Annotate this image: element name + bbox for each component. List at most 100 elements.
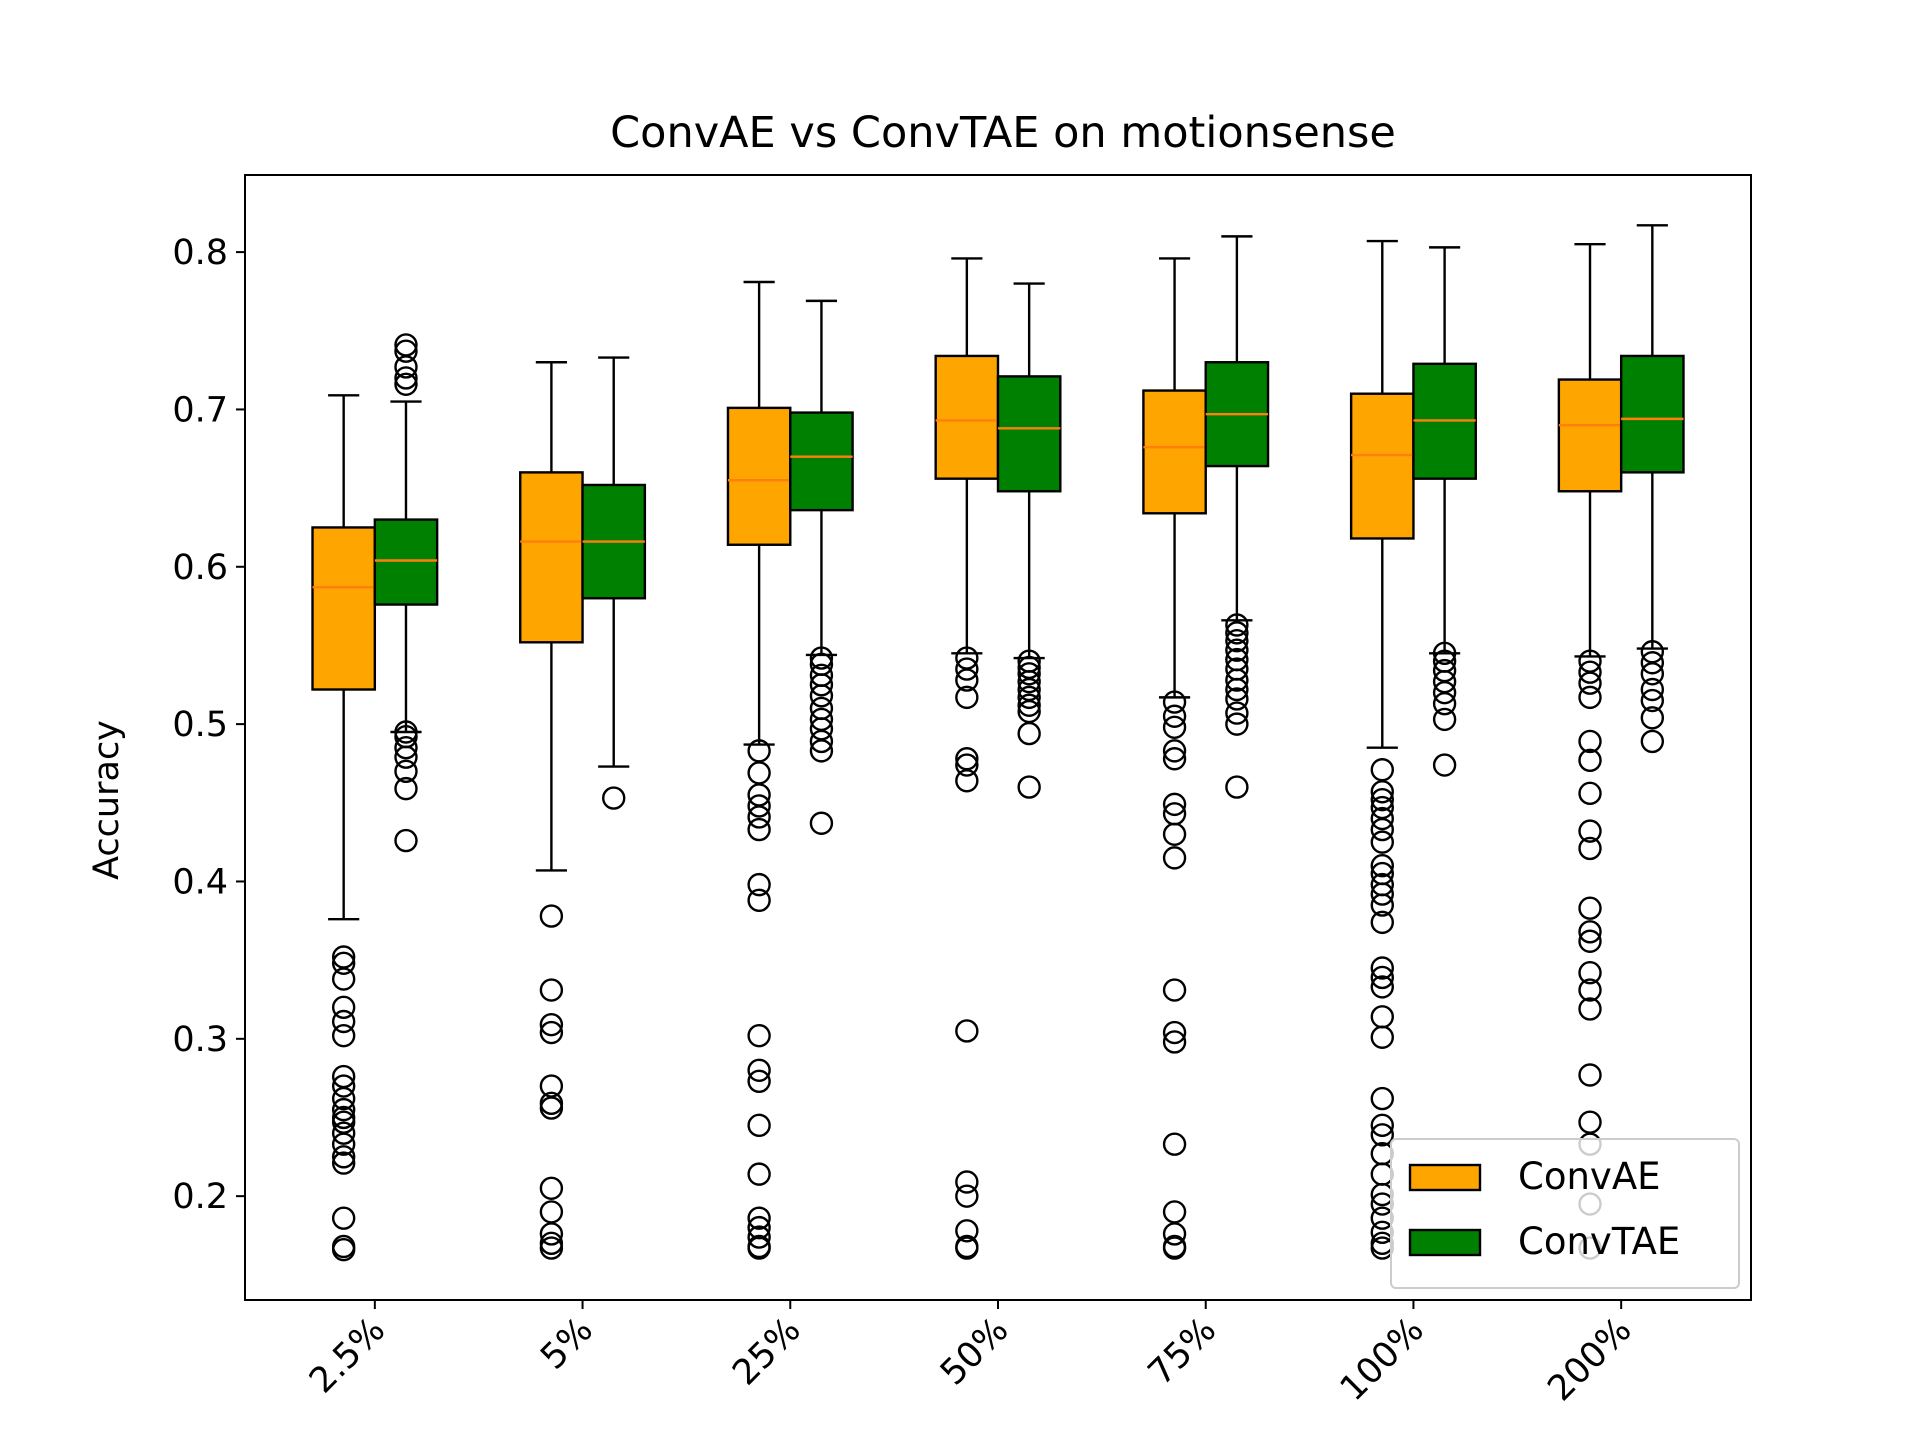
outlier-point xyxy=(1640,688,1665,713)
outlier-point xyxy=(1017,693,1041,717)
outlier-point xyxy=(1017,721,1041,746)
outlier-point xyxy=(809,729,834,754)
outlier-point xyxy=(1162,822,1187,846)
outlier-point xyxy=(747,1058,771,1082)
x-tick-label: 25% xyxy=(725,1310,808,1393)
outlier-point xyxy=(1370,1236,1394,1260)
y-tick-label: 0.4 xyxy=(172,862,228,902)
outlier-point xyxy=(1225,668,1249,692)
outlier-point xyxy=(955,1184,979,1208)
box-body xyxy=(373,518,439,606)
box-body xyxy=(1619,354,1685,474)
outlier-point xyxy=(1578,997,1602,1021)
outlier-point xyxy=(1432,680,1457,705)
box-convae-1 xyxy=(519,361,584,1260)
outlier-point xyxy=(331,1206,356,1230)
box-body xyxy=(934,354,1000,480)
box-body xyxy=(1142,389,1207,515)
outlier-point xyxy=(331,1145,356,1169)
outlier-point xyxy=(1017,775,1041,799)
box-convtae-3 xyxy=(996,282,1062,799)
box-convae-5 xyxy=(1349,239,1415,1260)
outlier-point xyxy=(1432,691,1457,716)
outlier-point xyxy=(331,1121,356,1145)
outlier-point xyxy=(809,646,834,670)
outlier-point xyxy=(955,657,979,681)
legend-swatch-convtae xyxy=(1408,1228,1482,1257)
outlier-point xyxy=(809,673,834,697)
outlier-point xyxy=(1225,701,1249,725)
outlier-point xyxy=(1640,677,1665,702)
outlier-point xyxy=(747,805,771,829)
box-convtae-6 xyxy=(1619,224,1685,754)
y-axis-label: Accuracy xyxy=(87,720,127,880)
outlier-point xyxy=(1017,669,1041,694)
outlier-point xyxy=(331,1151,356,1175)
box-body xyxy=(311,526,377,691)
outlier-point xyxy=(955,668,979,692)
y-tick-label: 0.3 xyxy=(172,1020,228,1060)
outlier-point xyxy=(1578,671,1602,695)
outlier-point xyxy=(1162,747,1187,771)
outlier-point xyxy=(1432,707,1457,732)
outlier-point xyxy=(1640,706,1665,730)
outlier-point xyxy=(394,372,418,396)
outlier-point xyxy=(331,1237,356,1262)
box-convae-3 xyxy=(934,257,1000,1260)
outlier-point xyxy=(1162,1200,1187,1224)
legend-swatch-convae xyxy=(1408,1163,1482,1192)
outlier-point xyxy=(331,1132,356,1156)
outlier-point xyxy=(1162,978,1187,1002)
outlier-point xyxy=(1370,854,1394,878)
outlier-point xyxy=(747,1023,771,1048)
outlier-point xyxy=(955,753,979,777)
box-convtae-5 xyxy=(1412,246,1477,777)
outlier-point xyxy=(1370,965,1394,990)
outlier-point xyxy=(539,978,564,1002)
outlier-point xyxy=(1370,780,1394,804)
outlier-point xyxy=(955,1236,979,1260)
outlier-point xyxy=(1578,748,1602,773)
outlier-point xyxy=(809,811,834,835)
box-body xyxy=(726,406,792,546)
outlier-point xyxy=(394,366,418,390)
outlier-point xyxy=(394,759,418,784)
outlier-point xyxy=(331,1023,356,1048)
outlier-point xyxy=(1370,1025,1394,1049)
outlier-point xyxy=(747,817,771,842)
outlier-point xyxy=(955,1019,979,1043)
box-convae-6 xyxy=(1557,243,1623,1260)
outlier-point xyxy=(331,995,356,1020)
outlier-point xyxy=(1578,781,1602,806)
x-tick-label: 50% xyxy=(933,1310,1016,1393)
outlier-point xyxy=(747,1206,771,1230)
outlier-point xyxy=(1017,685,1041,710)
outlier-point xyxy=(1370,758,1394,782)
outlier-point xyxy=(1162,690,1187,714)
outlier-point xyxy=(747,1113,771,1138)
outlier-point xyxy=(1640,662,1665,686)
outlier-point xyxy=(1578,685,1602,710)
legend: ConvAE ConvTAE xyxy=(1390,1138,1740,1289)
outlier-point xyxy=(1578,819,1602,843)
outlier-point xyxy=(1370,956,1394,980)
outlier-point xyxy=(747,761,771,785)
y-tick-label: 0.2 xyxy=(172,1177,228,1217)
box-convae-2 xyxy=(726,280,792,1260)
outlier-point xyxy=(331,1086,356,1111)
outlier-point xyxy=(747,794,771,818)
outlier-point xyxy=(331,1097,356,1122)
outlier-point xyxy=(747,872,771,897)
outlier-point xyxy=(1162,715,1187,739)
outlier-point xyxy=(1432,641,1457,666)
box-convae-4 xyxy=(1142,257,1207,1260)
outlier-point xyxy=(1225,613,1249,637)
outlier-point xyxy=(1370,1123,1394,1147)
outlier-point xyxy=(1578,1110,1602,1134)
outlier-point xyxy=(1225,677,1249,702)
outlier-point xyxy=(1370,830,1394,854)
outlier-point xyxy=(1225,687,1249,711)
outlier-point xyxy=(1162,792,1187,817)
outlier-point xyxy=(1162,846,1187,870)
